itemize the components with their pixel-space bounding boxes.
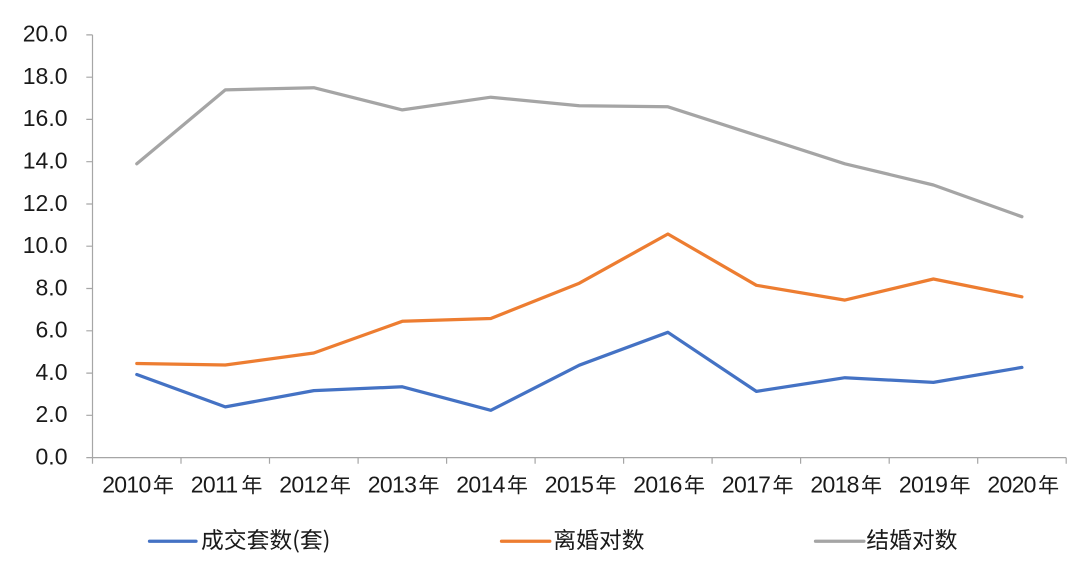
svg-text:6.0: 6.0 [36, 317, 68, 343]
svg-text:2012: 2012 [279, 471, 327, 497]
svg-text:2.0: 2.0 [36, 401, 68, 427]
svg-text:2018: 2018 [810, 471, 858, 497]
svg-text:0.0: 0.0 [36, 443, 68, 469]
svg-text:2020: 2020 [987, 471, 1035, 497]
svg-text:2015: 2015 [545, 471, 593, 497]
svg-text:14.0: 14.0 [23, 148, 68, 174]
svg-text:2014: 2014 [456, 471, 505, 497]
svg-text:2019: 2019 [899, 471, 947, 497]
svg-text:2017: 2017 [722, 471, 770, 497]
svg-text:4.0: 4.0 [36, 359, 68, 385]
svg-text:2011: 2011 [191, 471, 238, 497]
svg-text:2016: 2016 [633, 471, 681, 497]
svg-text:16.0: 16.0 [23, 105, 68, 131]
svg-text:18.0: 18.0 [23, 63, 68, 89]
svg-text:20.0: 20.0 [23, 21, 68, 47]
svg-text:2010: 2010 [102, 471, 150, 497]
svg-text:8.0: 8.0 [36, 274, 68, 300]
svg-text:12.0: 12.0 [23, 190, 68, 216]
svg-text:2013: 2013 [368, 471, 416, 497]
svg-text:10.0: 10.0 [23, 232, 68, 258]
